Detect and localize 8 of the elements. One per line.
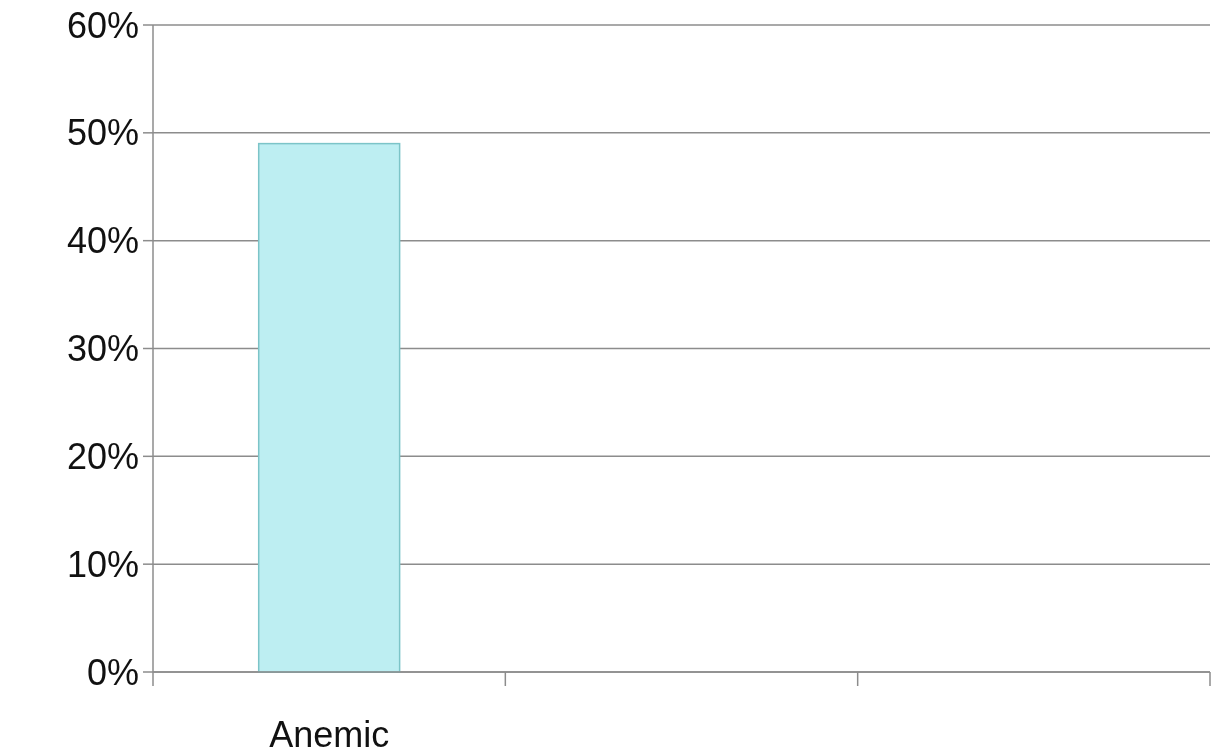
y-tick-label: 50% [66,112,139,154]
y-tick-label: 20% [66,435,139,477]
y-tick-label: 30% [66,328,139,370]
y-tick-label: 10% [66,543,139,585]
y-tick-label: 0% [86,651,139,693]
x-tick-label: Anemic [269,714,390,755]
y-tick-label: 40% [66,220,139,262]
y-tick-label: 60% [66,4,139,46]
